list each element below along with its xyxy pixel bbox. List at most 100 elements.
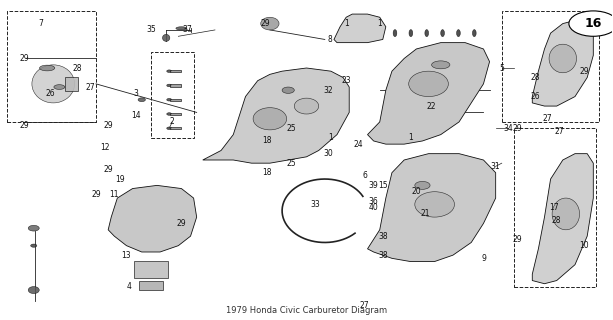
Ellipse shape bbox=[167, 127, 172, 130]
Text: 2: 2 bbox=[170, 117, 175, 126]
Text: 20: 20 bbox=[411, 187, 421, 196]
Ellipse shape bbox=[549, 44, 576, 73]
Text: 29: 29 bbox=[512, 235, 522, 244]
Polygon shape bbox=[532, 154, 593, 284]
Text: 27: 27 bbox=[543, 114, 552, 123]
Bar bbox=[170, 113, 181, 115]
Ellipse shape bbox=[409, 71, 448, 97]
Ellipse shape bbox=[31, 244, 37, 247]
Text: 36: 36 bbox=[369, 197, 378, 206]
Text: 1: 1 bbox=[344, 19, 349, 28]
Text: 29: 29 bbox=[104, 121, 113, 130]
Text: 12: 12 bbox=[101, 143, 110, 152]
Polygon shape bbox=[368, 43, 490, 144]
Bar bbox=[170, 70, 181, 72]
Text: 16: 16 bbox=[585, 17, 602, 30]
Text: 28: 28 bbox=[531, 73, 540, 82]
Text: 29: 29 bbox=[260, 19, 270, 28]
Text: 24: 24 bbox=[354, 140, 363, 148]
Polygon shape bbox=[334, 14, 386, 43]
Ellipse shape bbox=[162, 34, 170, 41]
Text: 29: 29 bbox=[177, 219, 186, 228]
Text: 40: 40 bbox=[369, 203, 378, 212]
Text: 27: 27 bbox=[85, 83, 94, 92]
Text: 15: 15 bbox=[378, 181, 387, 190]
Ellipse shape bbox=[415, 181, 430, 189]
Bar bbox=[134, 261, 168, 278]
Text: 4: 4 bbox=[127, 282, 132, 292]
Text: 11: 11 bbox=[110, 190, 119, 199]
Text: 9: 9 bbox=[481, 254, 486, 263]
Text: 5: 5 bbox=[500, 63, 504, 73]
Ellipse shape bbox=[441, 30, 444, 36]
Text: 23: 23 bbox=[341, 76, 351, 85]
Ellipse shape bbox=[261, 17, 279, 30]
Text: 25: 25 bbox=[286, 159, 296, 168]
Text: 17: 17 bbox=[549, 203, 558, 212]
Ellipse shape bbox=[167, 84, 172, 87]
Ellipse shape bbox=[39, 65, 55, 71]
Ellipse shape bbox=[28, 287, 39, 293]
Bar bbox=[170, 99, 181, 101]
Ellipse shape bbox=[415, 192, 454, 217]
Text: 1: 1 bbox=[329, 133, 333, 142]
Text: 13: 13 bbox=[121, 251, 131, 260]
Ellipse shape bbox=[473, 30, 476, 36]
Polygon shape bbox=[532, 20, 593, 106]
Ellipse shape bbox=[28, 225, 39, 231]
Text: 21: 21 bbox=[421, 209, 430, 219]
Polygon shape bbox=[108, 185, 197, 252]
Text: 1: 1 bbox=[378, 19, 382, 28]
Text: 29: 29 bbox=[104, 165, 113, 174]
Ellipse shape bbox=[167, 70, 172, 72]
Ellipse shape bbox=[393, 30, 397, 36]
Text: 39: 39 bbox=[369, 181, 378, 190]
Text: 18: 18 bbox=[262, 136, 272, 146]
Polygon shape bbox=[368, 154, 496, 261]
Text: 34: 34 bbox=[503, 124, 512, 133]
Text: 28: 28 bbox=[73, 63, 82, 73]
Text: 29: 29 bbox=[512, 124, 522, 133]
Ellipse shape bbox=[425, 30, 428, 36]
Text: 30: 30 bbox=[323, 149, 333, 158]
Text: 33: 33 bbox=[311, 200, 321, 209]
Text: 35: 35 bbox=[146, 25, 156, 35]
Text: 18: 18 bbox=[262, 168, 272, 177]
Circle shape bbox=[569, 11, 613, 36]
Text: 29: 29 bbox=[579, 67, 589, 76]
Text: 1979 Honda Civic Carburetor Diagram: 1979 Honda Civic Carburetor Diagram bbox=[226, 307, 387, 316]
Bar bbox=[170, 84, 181, 87]
Polygon shape bbox=[203, 68, 349, 163]
Text: 27: 27 bbox=[555, 127, 565, 136]
Text: 38: 38 bbox=[378, 232, 387, 241]
Text: 27: 27 bbox=[360, 301, 369, 310]
Ellipse shape bbox=[138, 98, 145, 102]
Text: 25: 25 bbox=[286, 124, 296, 133]
Text: 8: 8 bbox=[327, 35, 332, 44]
Text: 32: 32 bbox=[323, 86, 333, 95]
Bar bbox=[139, 281, 163, 290]
Text: 6: 6 bbox=[362, 172, 367, 180]
Ellipse shape bbox=[282, 87, 294, 93]
Text: 19: 19 bbox=[116, 174, 125, 184]
Text: 37: 37 bbox=[183, 25, 192, 35]
Text: 1: 1 bbox=[408, 133, 413, 142]
Bar bbox=[66, 77, 78, 91]
Ellipse shape bbox=[167, 99, 172, 101]
Text: 29: 29 bbox=[20, 54, 29, 63]
Text: 26: 26 bbox=[530, 92, 540, 101]
Ellipse shape bbox=[552, 198, 579, 230]
Text: 31: 31 bbox=[491, 162, 500, 171]
Text: 22: 22 bbox=[427, 101, 436, 111]
Text: 29: 29 bbox=[91, 190, 101, 199]
Text: 38: 38 bbox=[378, 251, 387, 260]
Ellipse shape bbox=[32, 65, 75, 103]
Ellipse shape bbox=[409, 30, 413, 36]
Ellipse shape bbox=[176, 27, 187, 30]
Bar bbox=[170, 127, 181, 129]
Ellipse shape bbox=[253, 108, 287, 130]
Ellipse shape bbox=[457, 30, 460, 36]
Text: 7: 7 bbox=[39, 19, 44, 28]
Ellipse shape bbox=[54, 85, 65, 89]
Text: 14: 14 bbox=[131, 111, 140, 120]
